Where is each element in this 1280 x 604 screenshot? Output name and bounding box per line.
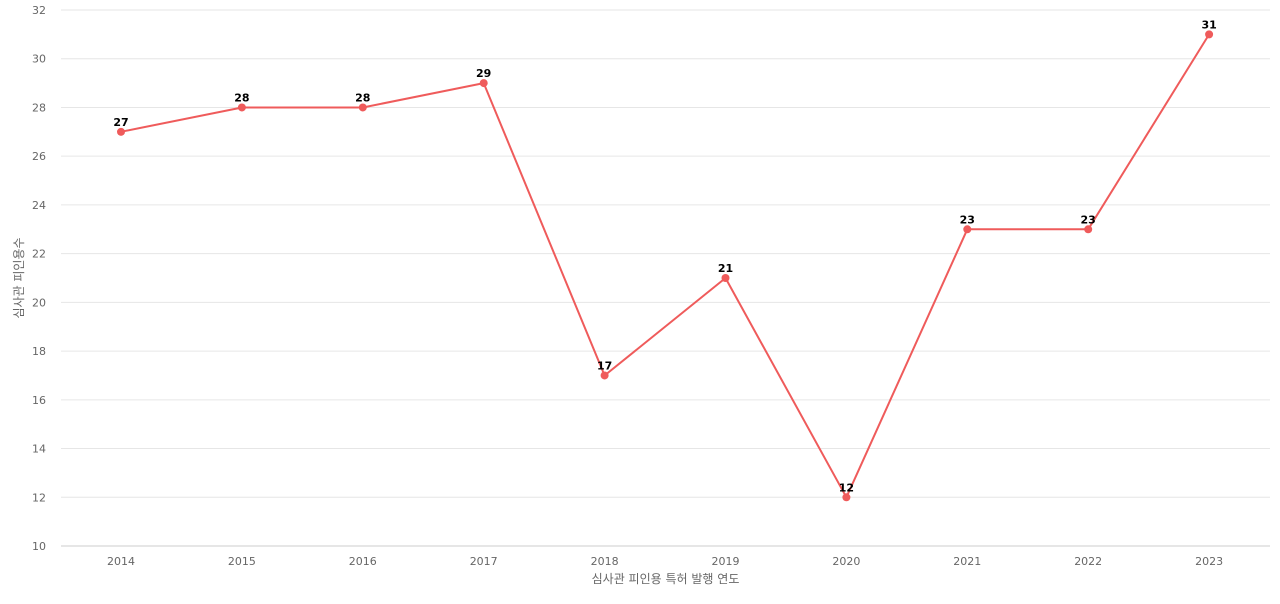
data-label: 23 bbox=[960, 213, 975, 226]
y-tick-label: 26 bbox=[32, 150, 46, 163]
y-tick-label: 30 bbox=[32, 53, 46, 66]
x-tick-label: 2017 bbox=[470, 555, 498, 568]
y-tick-label: 18 bbox=[32, 345, 46, 358]
series-layer bbox=[117, 30, 1214, 502]
x-tick-label: 2021 bbox=[953, 555, 981, 568]
x-tick-label: 2018 bbox=[591, 555, 619, 568]
data-point[interactable] bbox=[721, 274, 730, 282]
data-label: 21 bbox=[718, 262, 733, 275]
y-tick-label: 28 bbox=[32, 101, 46, 114]
y-tick-label: 20 bbox=[32, 296, 46, 309]
x-axis-title: 심사관 피인용 특허 발행 연도 bbox=[592, 571, 740, 586]
y-tick-label: 10 bbox=[32, 540, 46, 553]
data-point[interactable] bbox=[963, 225, 972, 234]
data-labels: 27 28 28 29 17 21 12 23 23 31 bbox=[113, 18, 1216, 494]
series-line bbox=[120, 33, 1210, 499]
y-tick-label: 24 bbox=[32, 199, 46, 212]
data-point[interactable] bbox=[479, 79, 488, 88]
data-point[interactable] bbox=[842, 493, 851, 502]
data-label: 31 bbox=[1201, 18, 1216, 31]
y-tick-label: 22 bbox=[32, 248, 46, 261]
y-axis-title: 심사관 피인용수 bbox=[12, 237, 26, 318]
data-point[interactable] bbox=[237, 103, 246, 112]
data-label: 28 bbox=[355, 91, 370, 104]
y-tick-label: 16 bbox=[32, 394, 46, 407]
y-axis-ticks: 10 12 14 16 18 20 22 24 26 28 30 32 bbox=[32, 4, 46, 553]
x-tick-label: 2015 bbox=[228, 555, 256, 568]
y-tick-label: 12 bbox=[32, 491, 46, 504]
data-label: 23 bbox=[1081, 213, 1096, 226]
data-label: 17 bbox=[597, 359, 612, 372]
data-point[interactable] bbox=[117, 127, 125, 136]
data-label: 29 bbox=[476, 67, 491, 80]
x-tick-label: 2023 bbox=[1195, 555, 1223, 568]
y-tick-label: 14 bbox=[32, 443, 46, 456]
gridlines bbox=[61, 9, 1270, 498]
x-tick-label: 2019 bbox=[712, 555, 740, 568]
data-point[interactable] bbox=[600, 371, 609, 380]
x-tick-label: 2020 bbox=[832, 555, 860, 568]
data-point[interactable] bbox=[1205, 30, 1214, 39]
x-tick-label: 2022 bbox=[1074, 555, 1102, 568]
x-tick-label: 2014 bbox=[107, 555, 135, 568]
data-label: 28 bbox=[234, 91, 249, 104]
x-tick-label: 2016 bbox=[349, 555, 377, 568]
data-label: 12 bbox=[839, 481, 854, 494]
x-axis-ticks: 2014 2015 2016 2017 2018 2019 2020 2021 2022 2023 bbox=[107, 555, 1223, 568]
y-tick-label: 32 bbox=[32, 4, 46, 17]
data-label: 27 bbox=[113, 116, 128, 129]
data-point[interactable] bbox=[1084, 225, 1093, 234]
data-point[interactable] bbox=[358, 103, 367, 112]
